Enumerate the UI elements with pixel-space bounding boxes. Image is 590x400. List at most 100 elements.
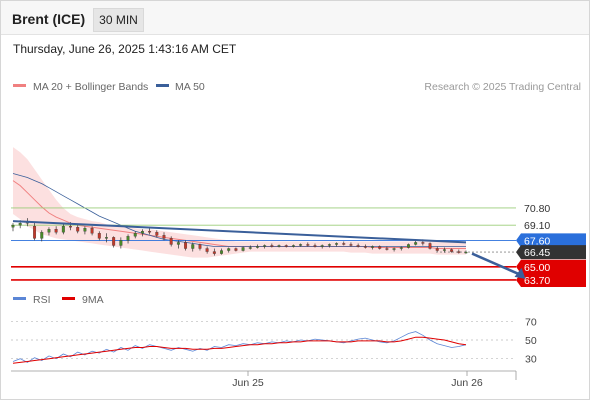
rsi-tick-70: 70 [525, 316, 537, 328]
candle-body [241, 247, 245, 251]
interval-button[interactable]: 30 MIN [93, 8, 144, 32]
candle-body [291, 245, 295, 247]
candle-body [342, 243, 346, 245]
ma9-legend-swatch [62, 297, 75, 300]
rsi-tick-50: 50 [525, 335, 537, 347]
candle-body [371, 246, 374, 248]
candle-body [248, 247, 252, 249]
candle-body [421, 242, 425, 244]
candle-body [11, 225, 15, 228]
candle-body [277, 245, 281, 247]
candle-body [428, 243, 432, 249]
level-tag-65.00 [516, 259, 586, 274]
candle-body [457, 251, 461, 253]
level-label-70.80: 70.80 [524, 203, 550, 215]
rsi-plot: 70 50 30 [11, 316, 537, 366]
bollinger-band [13, 147, 466, 258]
instrument-title: Brent (ICE) [12, 11, 86, 27]
candle-body [263, 245, 267, 247]
candle-body [54, 229, 58, 233]
header-bar: Brent (ICE) 30 MIN [1, 1, 589, 35]
candle-body [140, 231, 144, 234]
candle-body [47, 229, 51, 233]
candle-body [33, 226, 37, 239]
trend-line [12, 220, 467, 244]
candle-body [176, 242, 180, 245]
candle-body [363, 246, 367, 248]
level-label-63.70: 63.70 [524, 275, 550, 287]
rsi-tick-30: 30 [525, 354, 537, 366]
level-label-66.45: 66.45 [524, 247, 550, 259]
candle-body [407, 244, 410, 248]
candle-body [320, 245, 324, 247]
rsi-series-RSI [12, 331, 467, 363]
candle-body [69, 226, 72, 228]
level-label-67.60: 67.60 [524, 235, 550, 247]
candle-body [76, 227, 80, 232]
candle-body [256, 246, 259, 248]
timestamp: Thursday, June 26, 2025 1:43:16 AM CET [13, 42, 237, 56]
candle-body [399, 247, 403, 249]
candle-body [18, 223, 22, 226]
level-label-69.10: 69.10 [524, 220, 550, 232]
candle-body [40, 232, 44, 239]
candle-body [299, 244, 303, 246]
candle-body [349, 244, 353, 246]
ma20-legend-swatch [13, 84, 26, 87]
candle-body [191, 244, 195, 249]
candle-body [270, 245, 274, 247]
candle-body [148, 231, 152, 233]
candle-body [61, 226, 65, 233]
x-tick-label: Jun 26 [451, 377, 483, 389]
candle-body [205, 248, 209, 252]
ma20-legend-label: MA 20 + Bollinger Bands [33, 81, 148, 93]
candle-body [450, 249, 454, 252]
ma50-legend-swatch [156, 84, 169, 87]
candle-body [306, 244, 310, 246]
candle-body [162, 235, 166, 239]
candle-body [414, 242, 418, 245]
candle-body [385, 248, 389, 250]
candle-body [442, 249, 446, 251]
candle-body [184, 242, 188, 249]
candle-body [356, 245, 360, 247]
x-tick-label: Jun 25 [232, 377, 264, 389]
candle-body [220, 250, 223, 254]
candle-body [327, 244, 331, 246]
level-tag-66.45 [516, 245, 586, 260]
candle-body [155, 232, 159, 236]
level-label-65.00: 65.00 [524, 262, 550, 274]
candle-body [97, 233, 101, 239]
candle-body [133, 233, 137, 237]
candle-body [313, 245, 317, 247]
candle-body [284, 245, 288, 247]
rsi-legend-label: RSI [33, 294, 51, 306]
candle-body [335, 243, 339, 245]
candle-body [119, 240, 123, 246]
candle-body [212, 251, 216, 254]
forecast-arrow-head [514, 267, 526, 279]
candle-body [126, 236, 130, 241]
credit-text: Research © 2025 Trading Central [424, 81, 581, 93]
ma50-legend-label: MA 50 [175, 81, 205, 93]
candle-body [234, 248, 238, 251]
forecast-arrow-shaft [471, 252, 520, 276]
ma9-legend-label: 9MA [82, 294, 104, 306]
x-axis: Jun 25 Jun 26 [11, 370, 517, 389]
candle-body [378, 246, 382, 249]
candle-body [90, 228, 94, 234]
candle-body [198, 244, 202, 249]
level-tag-63.70 [516, 272, 586, 287]
rsi-legend-swatch [13, 297, 26, 300]
candle-body [392, 248, 396, 250]
candle-body [105, 237, 108, 239]
candle-body [464, 251, 468, 254]
candle-body [435, 248, 439, 251]
candle-body [227, 248, 231, 251]
rsi-series-9MA [12, 336, 467, 364]
level-tag-67.60 [516, 233, 586, 248]
candle-body [169, 238, 173, 245]
ma50-line [12, 173, 466, 247]
